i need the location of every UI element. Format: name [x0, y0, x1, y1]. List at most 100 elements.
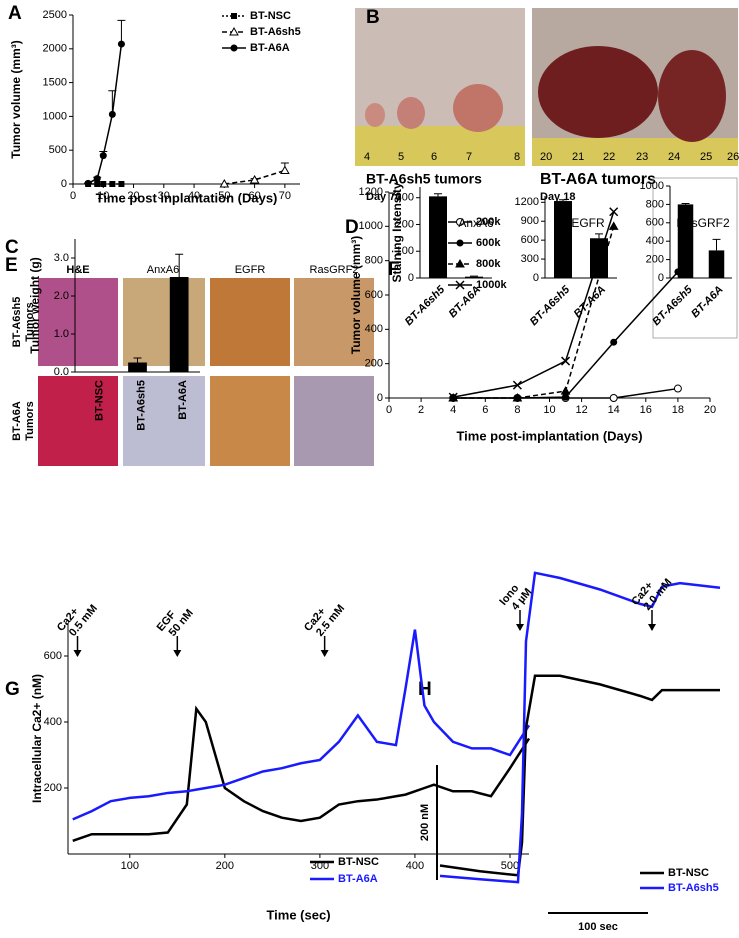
marker	[448, 392, 458, 402]
column-header: EGFR	[235, 264, 266, 276]
error-bar	[117, 19, 126, 45]
marker	[84, 179, 92, 187]
x-tick-label: 200	[216, 860, 234, 872]
histology-image	[294, 278, 374, 366]
x-tick-label: BT-A6sh5	[528, 283, 573, 328]
x-tick-label: BT-A6sh5	[650, 283, 695, 328]
legend-marker	[455, 258, 465, 268]
y-tick-label: 900	[521, 215, 539, 227]
marker	[118, 181, 125, 187]
series-line	[453, 211, 615, 398]
y-tick-label: 600	[646, 217, 664, 229]
y-tick-label: 800	[646, 198, 664, 210]
y-tick-label: 1200	[359, 186, 383, 198]
y-tick-label: 300	[396, 192, 414, 204]
x-tick-label: 0	[386, 404, 392, 416]
y-tick-label: 400	[365, 323, 383, 335]
error-bar	[595, 233, 603, 239]
panel-label: G	[5, 679, 20, 700]
y-tick-label: 1200	[515, 196, 539, 208]
error-bar	[175, 253, 184, 277]
x-tick-label: 4	[450, 404, 456, 416]
arrow-head	[648, 624, 656, 631]
marker	[219, 178, 230, 188]
y-tick-label: 300	[521, 253, 539, 265]
bar	[169, 277, 189, 372]
marker	[99, 152, 107, 160]
x-tick-label: BT-A6sh5	[403, 283, 448, 328]
x-tick-label: 2	[418, 404, 424, 416]
x-tick-label: 0	[70, 190, 76, 202]
marker	[673, 384, 682, 393]
scale-label: 200 nM	[419, 804, 431, 841]
ruler-number: 4	[364, 151, 370, 163]
error-bar	[434, 193, 442, 197]
marker	[94, 181, 101, 187]
error-bar	[712, 238, 721, 251]
arrow-head	[516, 624, 524, 631]
y-tick-label: 1.0	[54, 328, 69, 340]
x-tick-label: 400	[406, 860, 424, 872]
y-tick-label: 600	[44, 650, 62, 662]
legend-marker	[229, 26, 239, 36]
ruler-number: 21	[572, 151, 584, 163]
caption: BT-A6sh5 tumors	[366, 171, 482, 187]
x-tick-label: 70	[279, 190, 291, 202]
photo-b: 4 5 6 7 8 20 21 22 23 24 25 26 BT-A6sh5 …	[355, 8, 739, 203]
bar	[554, 201, 572, 278]
x-tick-label: 6	[482, 404, 488, 416]
x-tick-label: 60	[248, 190, 260, 202]
legend-label: 800k	[476, 258, 501, 270]
legend-marker	[455, 280, 465, 290]
panel-label: A	[8, 3, 22, 24]
y-tick-label: 600	[521, 234, 539, 246]
row-label: BT-A6A	[11, 401, 23, 441]
arrow-head	[320, 650, 329, 657]
legend-label: BT-A6A	[338, 873, 378, 885]
marker	[512, 380, 522, 390]
bar	[590, 238, 608, 278]
y-tick-label: 800	[365, 255, 383, 267]
x-tick-label: 8	[514, 404, 520, 416]
legend-label: 600k	[476, 237, 501, 249]
y-tick-label: 200	[44, 782, 62, 794]
y-tick-label: 0	[408, 272, 414, 284]
x-tick-label: BT-A6sh5	[135, 380, 147, 431]
arrow-head	[73, 650, 82, 657]
row-label: BT-A6sh5	[11, 297, 23, 348]
error-bar	[559, 199, 567, 202]
marker	[562, 393, 570, 401]
x-tick-label: 500	[501, 860, 519, 872]
y-tick-label: 1500	[43, 77, 67, 89]
ruler-number: 24	[668, 151, 680, 163]
panel-label: F	[388, 259, 400, 280]
chart-title: EGFR	[571, 216, 605, 230]
y-tick-label: 200	[396, 218, 414, 230]
series-line	[72, 705, 531, 842]
histology-image	[123, 376, 205, 466]
legend-label: BT-A6sh5	[250, 26, 301, 38]
y-tick-label: 0	[533, 272, 539, 284]
y-tick-label: 400	[646, 235, 664, 247]
legend-label: BT-A6A	[250, 42, 290, 54]
row-label: Tumors	[24, 401, 36, 441]
error-bar	[133, 357, 142, 363]
ruler-number: 25	[700, 151, 712, 163]
x-tick-label: 16	[640, 404, 652, 416]
y-tick-label: 200	[646, 254, 664, 266]
marker	[609, 207, 619, 217]
y-tick-label: 2500	[43, 9, 67, 21]
marker	[93, 175, 101, 183]
x-tick-label: 30	[158, 190, 170, 202]
x-tick-label: BT-A6A	[689, 284, 726, 321]
y-axis-label: Staining Intensity	[390, 182, 404, 282]
marker	[117, 40, 125, 48]
marker	[109, 181, 116, 187]
x-tick-label: BT-A6A	[572, 284, 609, 321]
x-tick-label: 10	[543, 404, 555, 416]
marker	[512, 392, 523, 402]
y-tick-label: 0	[61, 178, 67, 190]
y-tick-label: 400	[44, 716, 62, 728]
panel-frame	[652, 177, 738, 339]
legend-label: BT-NSC	[668, 867, 709, 879]
